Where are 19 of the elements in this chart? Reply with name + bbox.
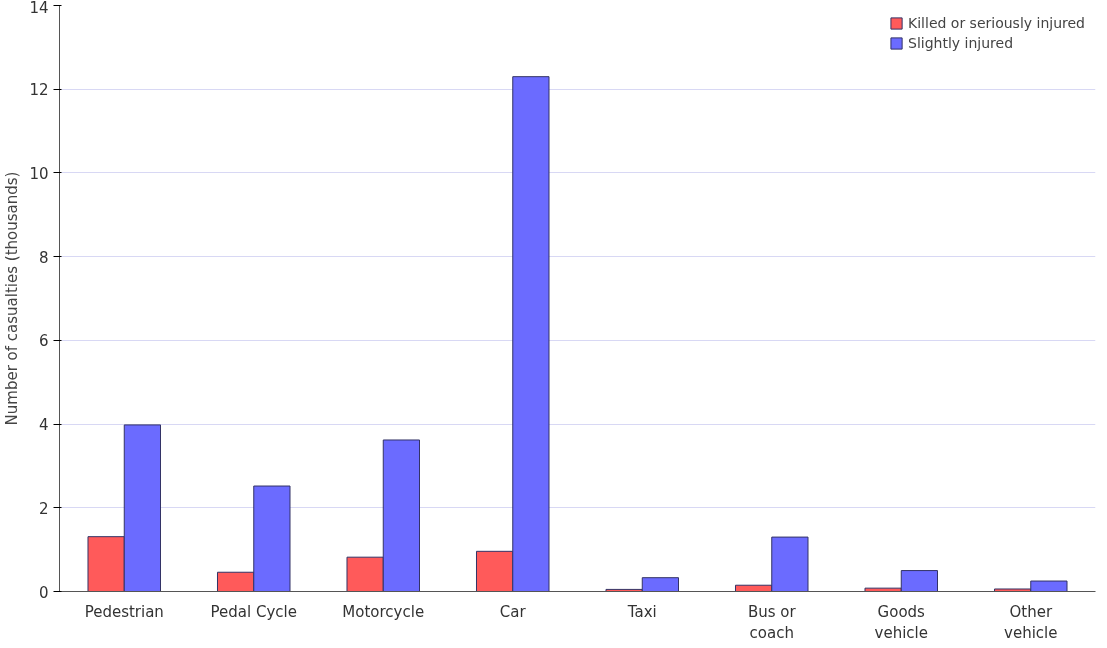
x-tick-label: Taxi [626, 602, 657, 621]
x-tick-label: Car [499, 602, 527, 621]
x-tick-label: Bus or coach [747, 602, 797, 643]
legend-label: Slightly injured [908, 35, 1014, 51]
legend-label: Killed or seriously injured [908, 15, 1085, 31]
x-tick-label: Pedal Cycle [210, 602, 297, 621]
y-tick-label: 6 [38, 332, 49, 351]
y-tick-label: 10 [29, 164, 49, 183]
x-tick-label: Motorcycle [342, 602, 425, 621]
x-tick-label: Other vehicle [1004, 602, 1058, 643]
x-tick-label: Pedestrian [84, 602, 164, 621]
y-tick-label: 8 [38, 248, 49, 267]
y-axis-title: Number of casualties (thousands) [3, 171, 22, 426]
y-tick-label: 2 [38, 499, 49, 518]
x-tick-label: Goods vehicle [874, 602, 928, 643]
y-tick-label: 4 [38, 416, 49, 435]
y-tick-label: 0 [38, 583, 49, 602]
y-tick-label: 12 [29, 81, 49, 100]
y-tick-label: 14 [29, 0, 49, 17]
